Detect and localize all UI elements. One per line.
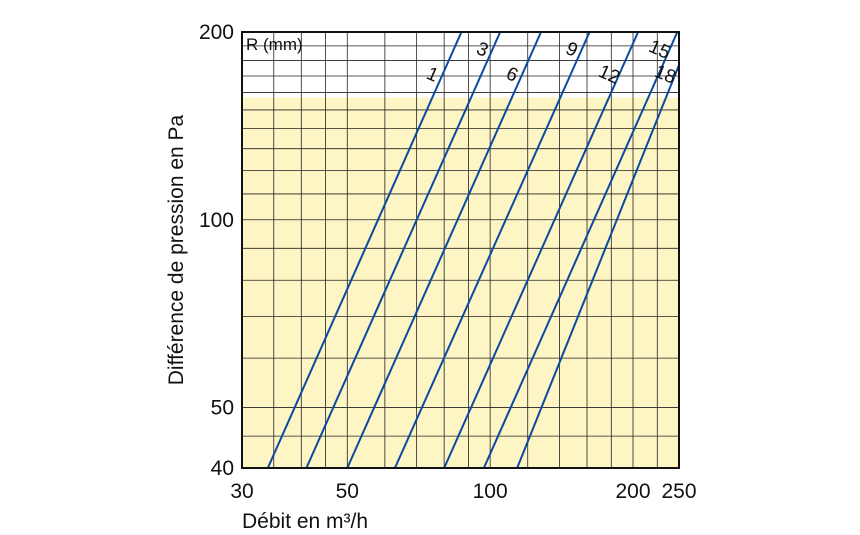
series-line-15 [482,32,679,468]
x-tick-label: 200 [615,480,650,503]
x-tick-label: 50 [336,480,359,503]
series-line-9 [394,32,591,468]
y-tick-label: 50 [211,397,234,420]
y-tick-label: 100 [199,209,234,232]
x-tick-label: 250 [661,480,696,503]
series-label-18: 18 [651,61,678,88]
y-tick-label: 40 [211,457,234,480]
series-label-12: 12 [595,61,623,89]
series-layer [266,32,679,468]
plot-frame [241,31,680,469]
series-label-15: 15 [645,36,673,64]
x-tick-label: 30 [230,480,253,503]
x-axis-label: Débit en m³/h [242,510,368,533]
series-line-3 [305,32,502,468]
series-line-18 [516,64,679,468]
x-tick-label: 100 [473,480,508,503]
legend-title: R (mm) [246,35,303,54]
shaded-band-layer [242,97,679,469]
y-tick-label: 200 [199,21,234,44]
y-axis-label: Différence de pression en Pa [165,114,188,385]
series-line-6 [346,32,542,468]
shaded-band [242,97,679,469]
series-line-1 [266,32,463,468]
tick-label-layer: 30 50 100 200 250 40 50 100 200 [199,21,697,503]
series-line-12 [443,32,640,468]
